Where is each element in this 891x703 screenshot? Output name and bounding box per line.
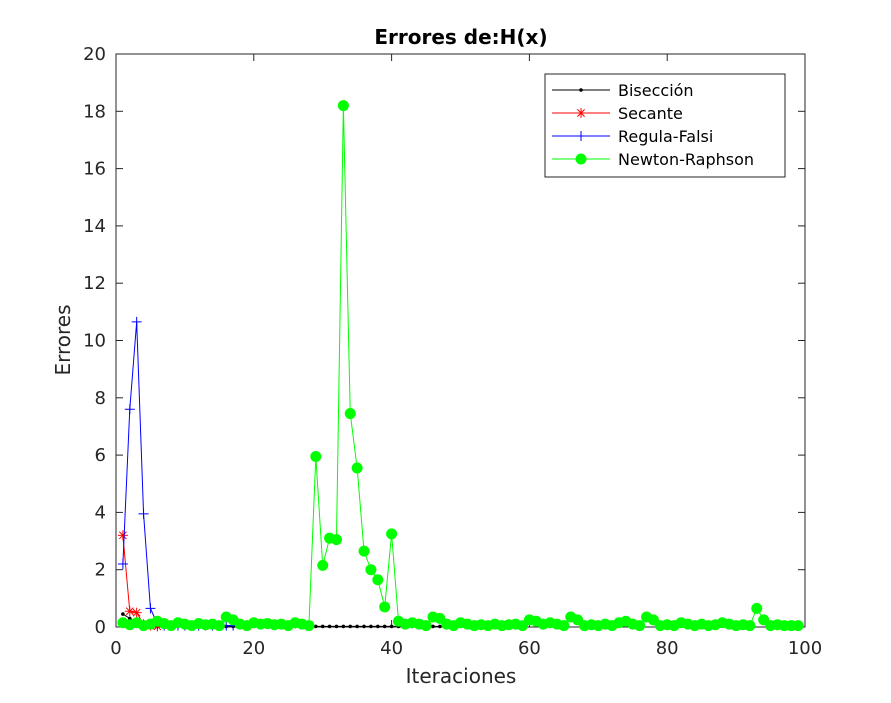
data-point	[334, 624, 339, 629]
axis-ticks: 0 20 40 60 80 100 0 2 4 6 8 10 12 14 16 18 20	[83, 44, 822, 659]
legend-entry: Regula-Falsi	[552, 127, 713, 146]
legend: Bisección Secante Regula-Falsi Newton-Raphs…	[544, 73, 786, 178]
data-point	[344, 408, 356, 420]
data-point	[327, 624, 332, 629]
x-tick-label: 100	[788, 638, 822, 659]
y-tick-label: 10	[83, 331, 106, 352]
data-point	[124, 404, 135, 415]
data-point	[358, 545, 370, 557]
y-tick-label: 2	[95, 560, 106, 581]
data-point	[138, 508, 149, 519]
legend-label: Regula-Falsi	[618, 127, 713, 146]
data-point	[124, 606, 135, 617]
data-point	[314, 624, 318, 629]
legend-marker	[576, 131, 586, 141]
data-point	[317, 559, 329, 571]
data-point	[382, 624, 387, 629]
data-point	[355, 624, 359, 629]
y-tick-label: 4	[95, 502, 106, 523]
chart-title: Errores de:H(x)	[374, 25, 547, 49]
data-point	[131, 607, 142, 618]
data-point	[372, 574, 384, 586]
series-layer	[117, 100, 804, 632]
data-point	[751, 602, 763, 614]
x-tick-label: 40	[380, 638, 403, 659]
data-point	[131, 316, 142, 327]
marker-stroke	[118, 531, 127, 540]
data-point	[438, 624, 442, 629]
data-point	[145, 603, 156, 614]
data-point	[634, 620, 646, 632]
series-3	[117, 100, 804, 632]
x-tick-label: 0	[110, 638, 121, 659]
y-tick-label: 14	[83, 216, 106, 237]
legend-entry: Secante	[552, 104, 683, 123]
y-tick-label: 0	[95, 617, 106, 638]
marker-stroke	[125, 607, 134, 616]
data-point	[744, 620, 756, 632]
data-point	[330, 534, 342, 546]
data-point	[558, 620, 570, 632]
data-point	[420, 620, 432, 632]
x-axis-label: Iteraciones	[406, 664, 517, 688]
data-point	[351, 462, 363, 474]
data-point	[213, 620, 225, 632]
data-point	[386, 528, 398, 540]
legend-marker	[576, 108, 586, 118]
y-tick-label: 6	[95, 445, 106, 466]
data-point	[341, 624, 346, 629]
data-point	[303, 620, 315, 632]
legend-marker	[575, 153, 587, 165]
data-point	[310, 451, 322, 463]
x-tick-label: 20	[242, 638, 265, 659]
legend-label: Newton-Raphson	[618, 150, 754, 169]
data-point	[320, 624, 325, 629]
data-point	[362, 624, 366, 629]
y-tick-label: 16	[83, 159, 106, 180]
data-point	[376, 624, 380, 629]
data-point	[431, 624, 435, 629]
legend-entry: Newton-Raphson	[552, 150, 754, 169]
marker-stroke	[577, 109, 585, 117]
legend-label: Bisección	[618, 81, 694, 100]
legend-entry: Bisección	[552, 81, 694, 100]
data-point	[792, 620, 804, 632]
x-tick-label: 60	[518, 638, 541, 659]
x-tick-label: 80	[656, 638, 679, 659]
marker-stroke	[132, 608, 141, 617]
legend-marker	[579, 88, 583, 92]
legend-label: Secante	[618, 104, 683, 123]
y-axis-label: Errores	[51, 304, 75, 375]
y-tick-label: 20	[83, 44, 106, 65]
data-point	[337, 100, 349, 112]
data-point	[117, 530, 128, 541]
data-point	[379, 601, 391, 613]
y-tick-label: 8	[95, 388, 106, 409]
y-tick-label: 12	[83, 273, 106, 294]
data-point	[389, 624, 394, 629]
data-point	[369, 624, 373, 629]
data-point	[348, 624, 353, 629]
data-point	[121, 612, 125, 616]
y-tick-label: 18	[83, 101, 106, 122]
data-point	[117, 558, 128, 569]
data-point	[365, 564, 377, 576]
